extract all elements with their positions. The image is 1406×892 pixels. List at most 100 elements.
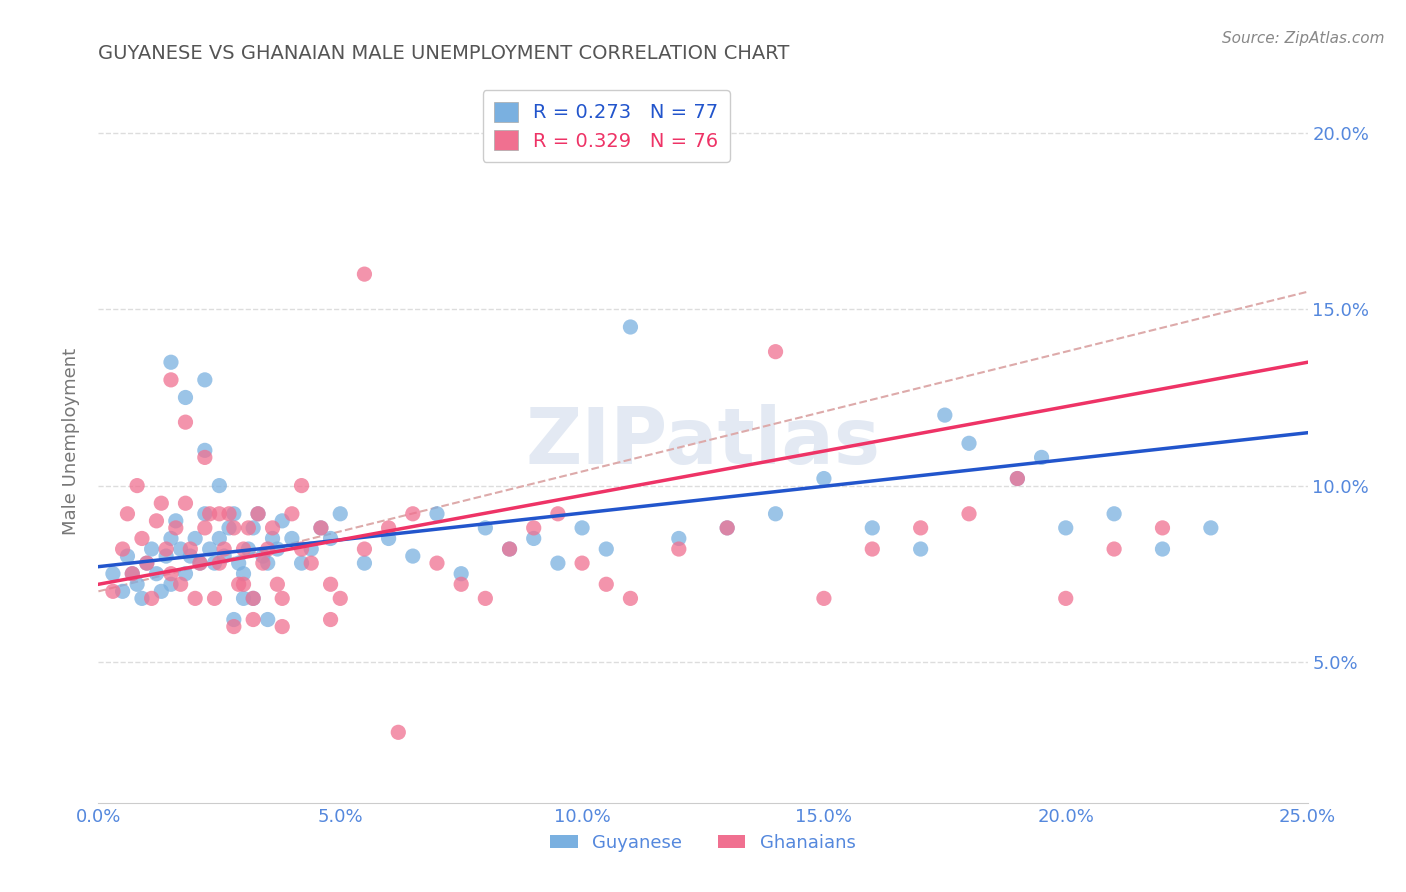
Point (194, 373, 217, 387)
Point (329, 591, 352, 606)
Point (232, 591, 254, 606)
Point (619, 591, 641, 606)
Point (402, 549, 425, 563)
Point (860, 521, 883, 535)
Point (155, 542, 177, 557)
Point (1007, 471, 1029, 485)
Point (194, 450, 217, 465)
Point (160, 532, 183, 546)
Point (155, 549, 177, 563)
Point (117, 549, 139, 563)
Point (101, 584, 124, 599)
Point (319, 577, 342, 591)
Point (262, 521, 284, 535)
Point (813, 591, 835, 606)
Point (101, 566, 124, 581)
Point (194, 443, 217, 458)
Point (135, 556, 157, 570)
Point (242, 591, 264, 606)
Point (184, 532, 207, 546)
Point (179, 542, 201, 557)
Point (1102, 542, 1125, 557)
Point (498, 542, 520, 557)
Point (474, 591, 496, 606)
Point (571, 521, 593, 535)
Point (121, 566, 143, 581)
Point (1054, 521, 1077, 535)
Point (1031, 450, 1053, 465)
Point (910, 521, 932, 535)
Point (169, 577, 191, 591)
Point (222, 521, 245, 535)
Point (188, 556, 211, 570)
Point (1007, 471, 1029, 485)
Point (329, 507, 352, 521)
Point (111, 584, 134, 599)
Point (1054, 591, 1077, 606)
Point (860, 542, 883, 557)
Point (204, 591, 226, 606)
Y-axis label: Male Unemployment: Male Unemployment (62, 348, 80, 535)
Point (131, 532, 153, 546)
Point (353, 267, 375, 281)
Point (256, 613, 278, 627)
Point (957, 507, 980, 521)
Point (198, 542, 221, 557)
Point (716, 521, 738, 535)
Text: GUYANESE VS GHANAIAN MALE UNEMPLOYMENT CORRELATION CHART: GUYANESE VS GHANAIAN MALE UNEMPLOYMENT C… (98, 45, 790, 63)
Text: ZIPatlas: ZIPatlas (526, 403, 880, 480)
Point (141, 591, 163, 606)
Point (353, 542, 375, 557)
Point (957, 436, 980, 450)
Point (523, 521, 546, 535)
Point (266, 542, 288, 557)
Point (290, 556, 312, 570)
Point (222, 613, 245, 627)
Point (619, 320, 641, 334)
Point (934, 408, 956, 422)
Point (174, 566, 197, 581)
Point (353, 556, 375, 570)
Point (179, 549, 201, 563)
Point (309, 521, 332, 535)
Point (232, 577, 254, 591)
Point (145, 514, 167, 528)
Point (668, 542, 690, 557)
Point (165, 514, 187, 528)
Point (127, 478, 149, 492)
Point (150, 584, 173, 599)
Point (765, 344, 787, 359)
Point (595, 577, 617, 591)
Point (111, 542, 134, 557)
Point (910, 542, 932, 557)
Point (319, 613, 342, 627)
Point (281, 507, 304, 521)
Point (1152, 521, 1174, 535)
Point (402, 507, 425, 521)
Point (252, 556, 274, 570)
Point (218, 521, 240, 535)
Point (426, 556, 449, 570)
Point (238, 542, 260, 557)
Point (121, 566, 143, 581)
Point (160, 577, 183, 591)
Point (131, 591, 153, 606)
Point (194, 507, 217, 521)
Point (426, 507, 449, 521)
Point (547, 507, 569, 521)
Point (262, 532, 284, 546)
Point (169, 542, 191, 557)
Point (145, 566, 167, 581)
Point (127, 577, 149, 591)
Point (242, 521, 264, 535)
Point (271, 514, 294, 528)
Point (208, 478, 231, 492)
Point (450, 566, 472, 581)
Point (387, 725, 409, 739)
Point (242, 613, 264, 627)
Point (547, 556, 569, 570)
Point (813, 471, 835, 485)
Point (212, 549, 235, 563)
Point (174, 496, 197, 510)
Point (160, 355, 183, 369)
